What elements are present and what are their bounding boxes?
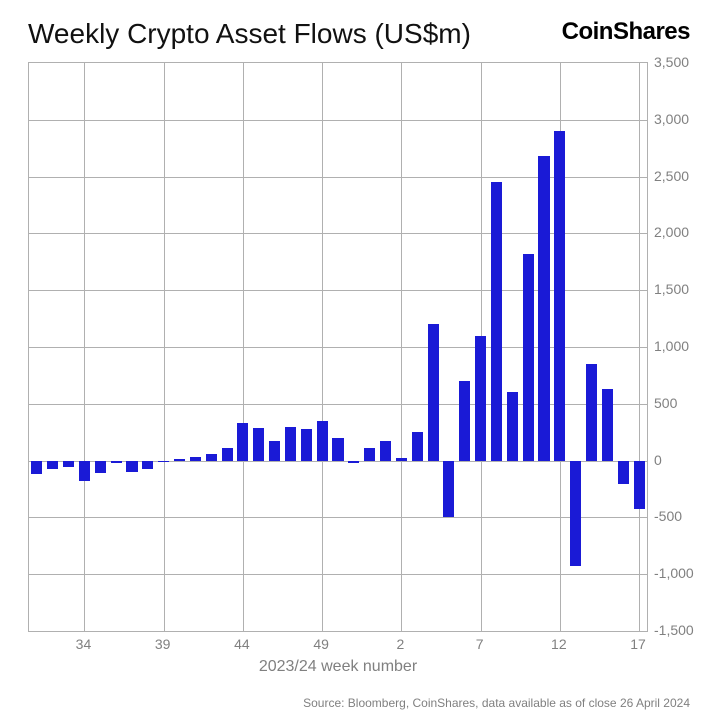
bar <box>459 381 470 461</box>
bar <box>586 364 597 461</box>
bar <box>348 461 359 463</box>
y-axis-labels: -1,500-1,000-50005001,0001,5002,0002,500… <box>654 62 714 632</box>
x-tick-label: 44 <box>234 636 250 652</box>
bar <box>618 461 629 485</box>
chart-frame: Weekly Crypto Asset Flows (US$m) CoinSha… <box>0 0 720 725</box>
y-tick-label: -1,500 <box>654 622 694 638</box>
x-tick-label: 12 <box>551 636 567 652</box>
x-tick-label: 17 <box>630 636 646 652</box>
bar <box>570 461 581 567</box>
bar <box>412 432 423 460</box>
bar <box>79 461 90 481</box>
y-tick-label: 500 <box>654 395 677 411</box>
bar <box>396 458 407 461</box>
x-axis-labels: 34 39 44 49 2 7 12 17 <box>28 636 648 656</box>
bar <box>206 454 217 461</box>
bar <box>63 461 74 468</box>
bar <box>222 448 233 460</box>
bars-layer <box>29 63 647 631</box>
bar <box>158 461 169 462</box>
bar <box>126 461 137 472</box>
bar <box>253 428 264 461</box>
bar <box>554 131 565 460</box>
y-tick-label: -500 <box>654 508 682 524</box>
y-tick-label: 3,500 <box>654 54 689 70</box>
bar <box>301 429 312 461</box>
bar <box>380 441 391 460</box>
chart-title: Weekly Crypto Asset Flows (US$m) <box>28 18 471 50</box>
bar <box>142 461 153 469</box>
bar <box>190 457 201 460</box>
bar <box>507 392 518 460</box>
x-tick-label: 39 <box>155 636 171 652</box>
bar <box>317 421 328 461</box>
bar <box>269 441 280 460</box>
y-tick-label: 1,000 <box>654 338 689 354</box>
x-tick-label: 34 <box>76 636 92 652</box>
bar <box>285 427 296 461</box>
bar <box>443 461 454 518</box>
bar <box>364 448 375 460</box>
bar <box>31 461 42 475</box>
bar <box>237 423 248 460</box>
bar <box>428 324 439 460</box>
bar <box>174 459 185 461</box>
y-tick-label: 3,000 <box>654 111 689 127</box>
plot-area <box>28 62 648 632</box>
bar <box>602 389 613 461</box>
x-axis-title: 2023/24 week number <box>28 658 648 676</box>
bar <box>47 461 58 469</box>
y-tick-label: 2,500 <box>654 168 689 184</box>
bar <box>475 336 486 461</box>
y-tick-label: -1,000 <box>654 565 694 581</box>
x-tick-label: 49 <box>313 636 329 652</box>
bar <box>634 461 645 510</box>
y-tick-label: 0 <box>654 452 662 468</box>
bar <box>491 182 502 460</box>
y-tick-label: 2,000 <box>654 224 689 240</box>
source-note: Source: Bloomberg, CoinShares, data avai… <box>0 696 690 710</box>
bar <box>111 461 122 463</box>
x-tick-label: 7 <box>476 636 484 652</box>
bar <box>332 438 343 461</box>
bar <box>523 254 534 461</box>
x-tick-label: 2 <box>396 636 404 652</box>
bar <box>95 461 106 473</box>
bar <box>538 156 549 460</box>
y-tick-label: 1,500 <box>654 281 689 297</box>
brand-logo: CoinShares <box>562 18 690 46</box>
